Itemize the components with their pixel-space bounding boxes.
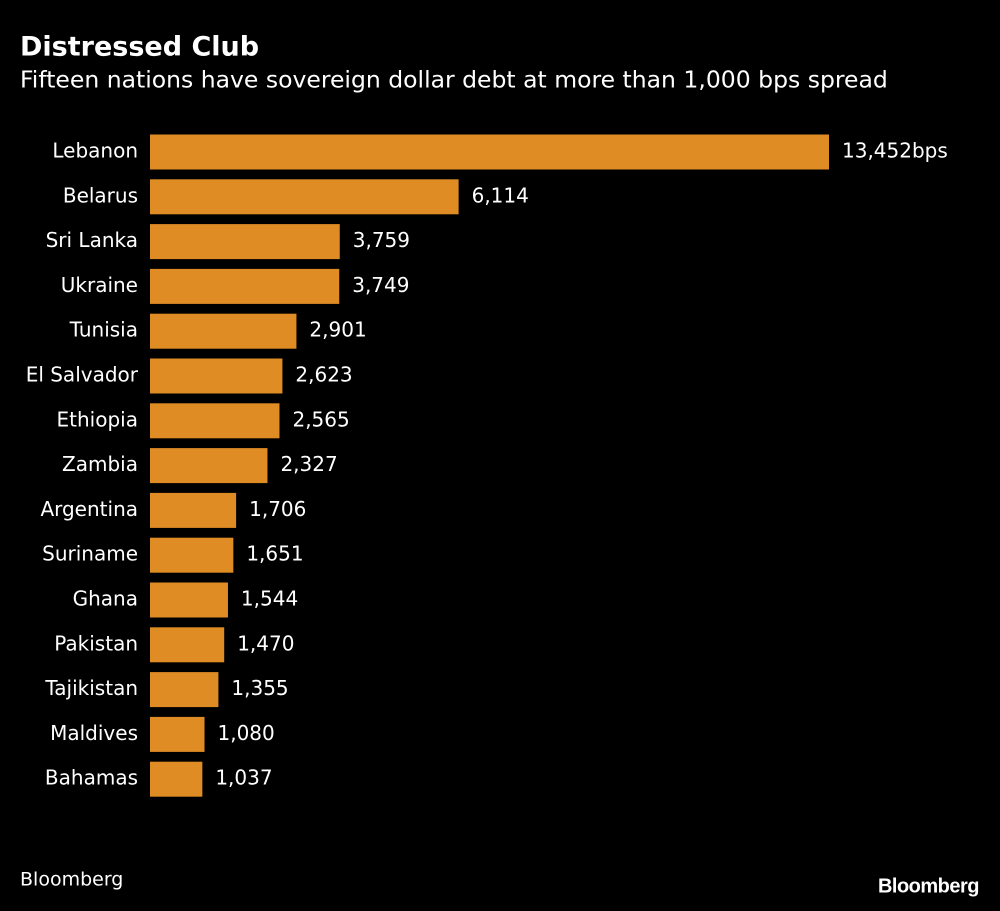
- category-label: Bahamas: [45, 766, 138, 790]
- category-label: Pakistan: [54, 631, 138, 655]
- bar: [150, 224, 340, 260]
- bar: [150, 537, 234, 573]
- value-label: 2,623: [295, 363, 352, 387]
- value-label: 3,749: [352, 273, 409, 297]
- bar: [150, 582, 228, 618]
- value-label: 1,037: [215, 766, 272, 790]
- bar: [150, 313, 297, 349]
- category-label: Zambia: [62, 452, 138, 476]
- bar: [150, 672, 219, 708]
- chart-subtitle: Fifteen nations have sovereign dollar de…: [20, 66, 888, 94]
- bar: [150, 134, 829, 170]
- category-label: Lebanon: [52, 139, 138, 163]
- bar: [150, 448, 268, 484]
- value-label: 1,544: [241, 587, 298, 611]
- value-label: 6,114: [472, 183, 529, 207]
- brand-logo: Bloomberg: [878, 875, 979, 897]
- source: Bloomberg: [20, 869, 123, 891]
- bar: [150, 403, 280, 439]
- value-label: 1,651: [246, 542, 303, 566]
- category-label: El Salvador: [26, 363, 139, 387]
- bar: [150, 761, 203, 797]
- bar: [150, 268, 340, 304]
- value-label: 2,901: [309, 318, 366, 342]
- value-label: 1,706: [249, 497, 306, 521]
- bar: [150, 627, 225, 663]
- value-label: 1,080: [218, 721, 275, 745]
- value-label: 1,470: [237, 631, 294, 655]
- category-label: Ghana: [73, 587, 138, 611]
- category-label: Argentina: [40, 497, 138, 521]
- bar: [150, 716, 205, 752]
- category-label: Tunisia: [69, 318, 138, 342]
- bar: [150, 179, 459, 215]
- value-label: 13,452bps: [842, 139, 948, 163]
- category-label: Tajikistan: [44, 676, 138, 700]
- category-label: Suriname: [42, 542, 138, 566]
- value-label: 3,759: [353, 228, 410, 252]
- chart-title: Distressed Club: [20, 32, 259, 63]
- value-label: 1,355: [231, 676, 288, 700]
- value-label: 2,327: [280, 452, 337, 476]
- category-label: Ukraine: [61, 273, 138, 297]
- category-label: Ethiopia: [57, 407, 138, 431]
- category-label: Sri Lanka: [46, 228, 138, 252]
- category-label: Belarus: [63, 183, 138, 207]
- category-label: Maldives: [50, 721, 138, 745]
- value-label: 2,565: [292, 407, 349, 431]
- bar: [150, 492, 237, 528]
- bar: [150, 358, 283, 394]
